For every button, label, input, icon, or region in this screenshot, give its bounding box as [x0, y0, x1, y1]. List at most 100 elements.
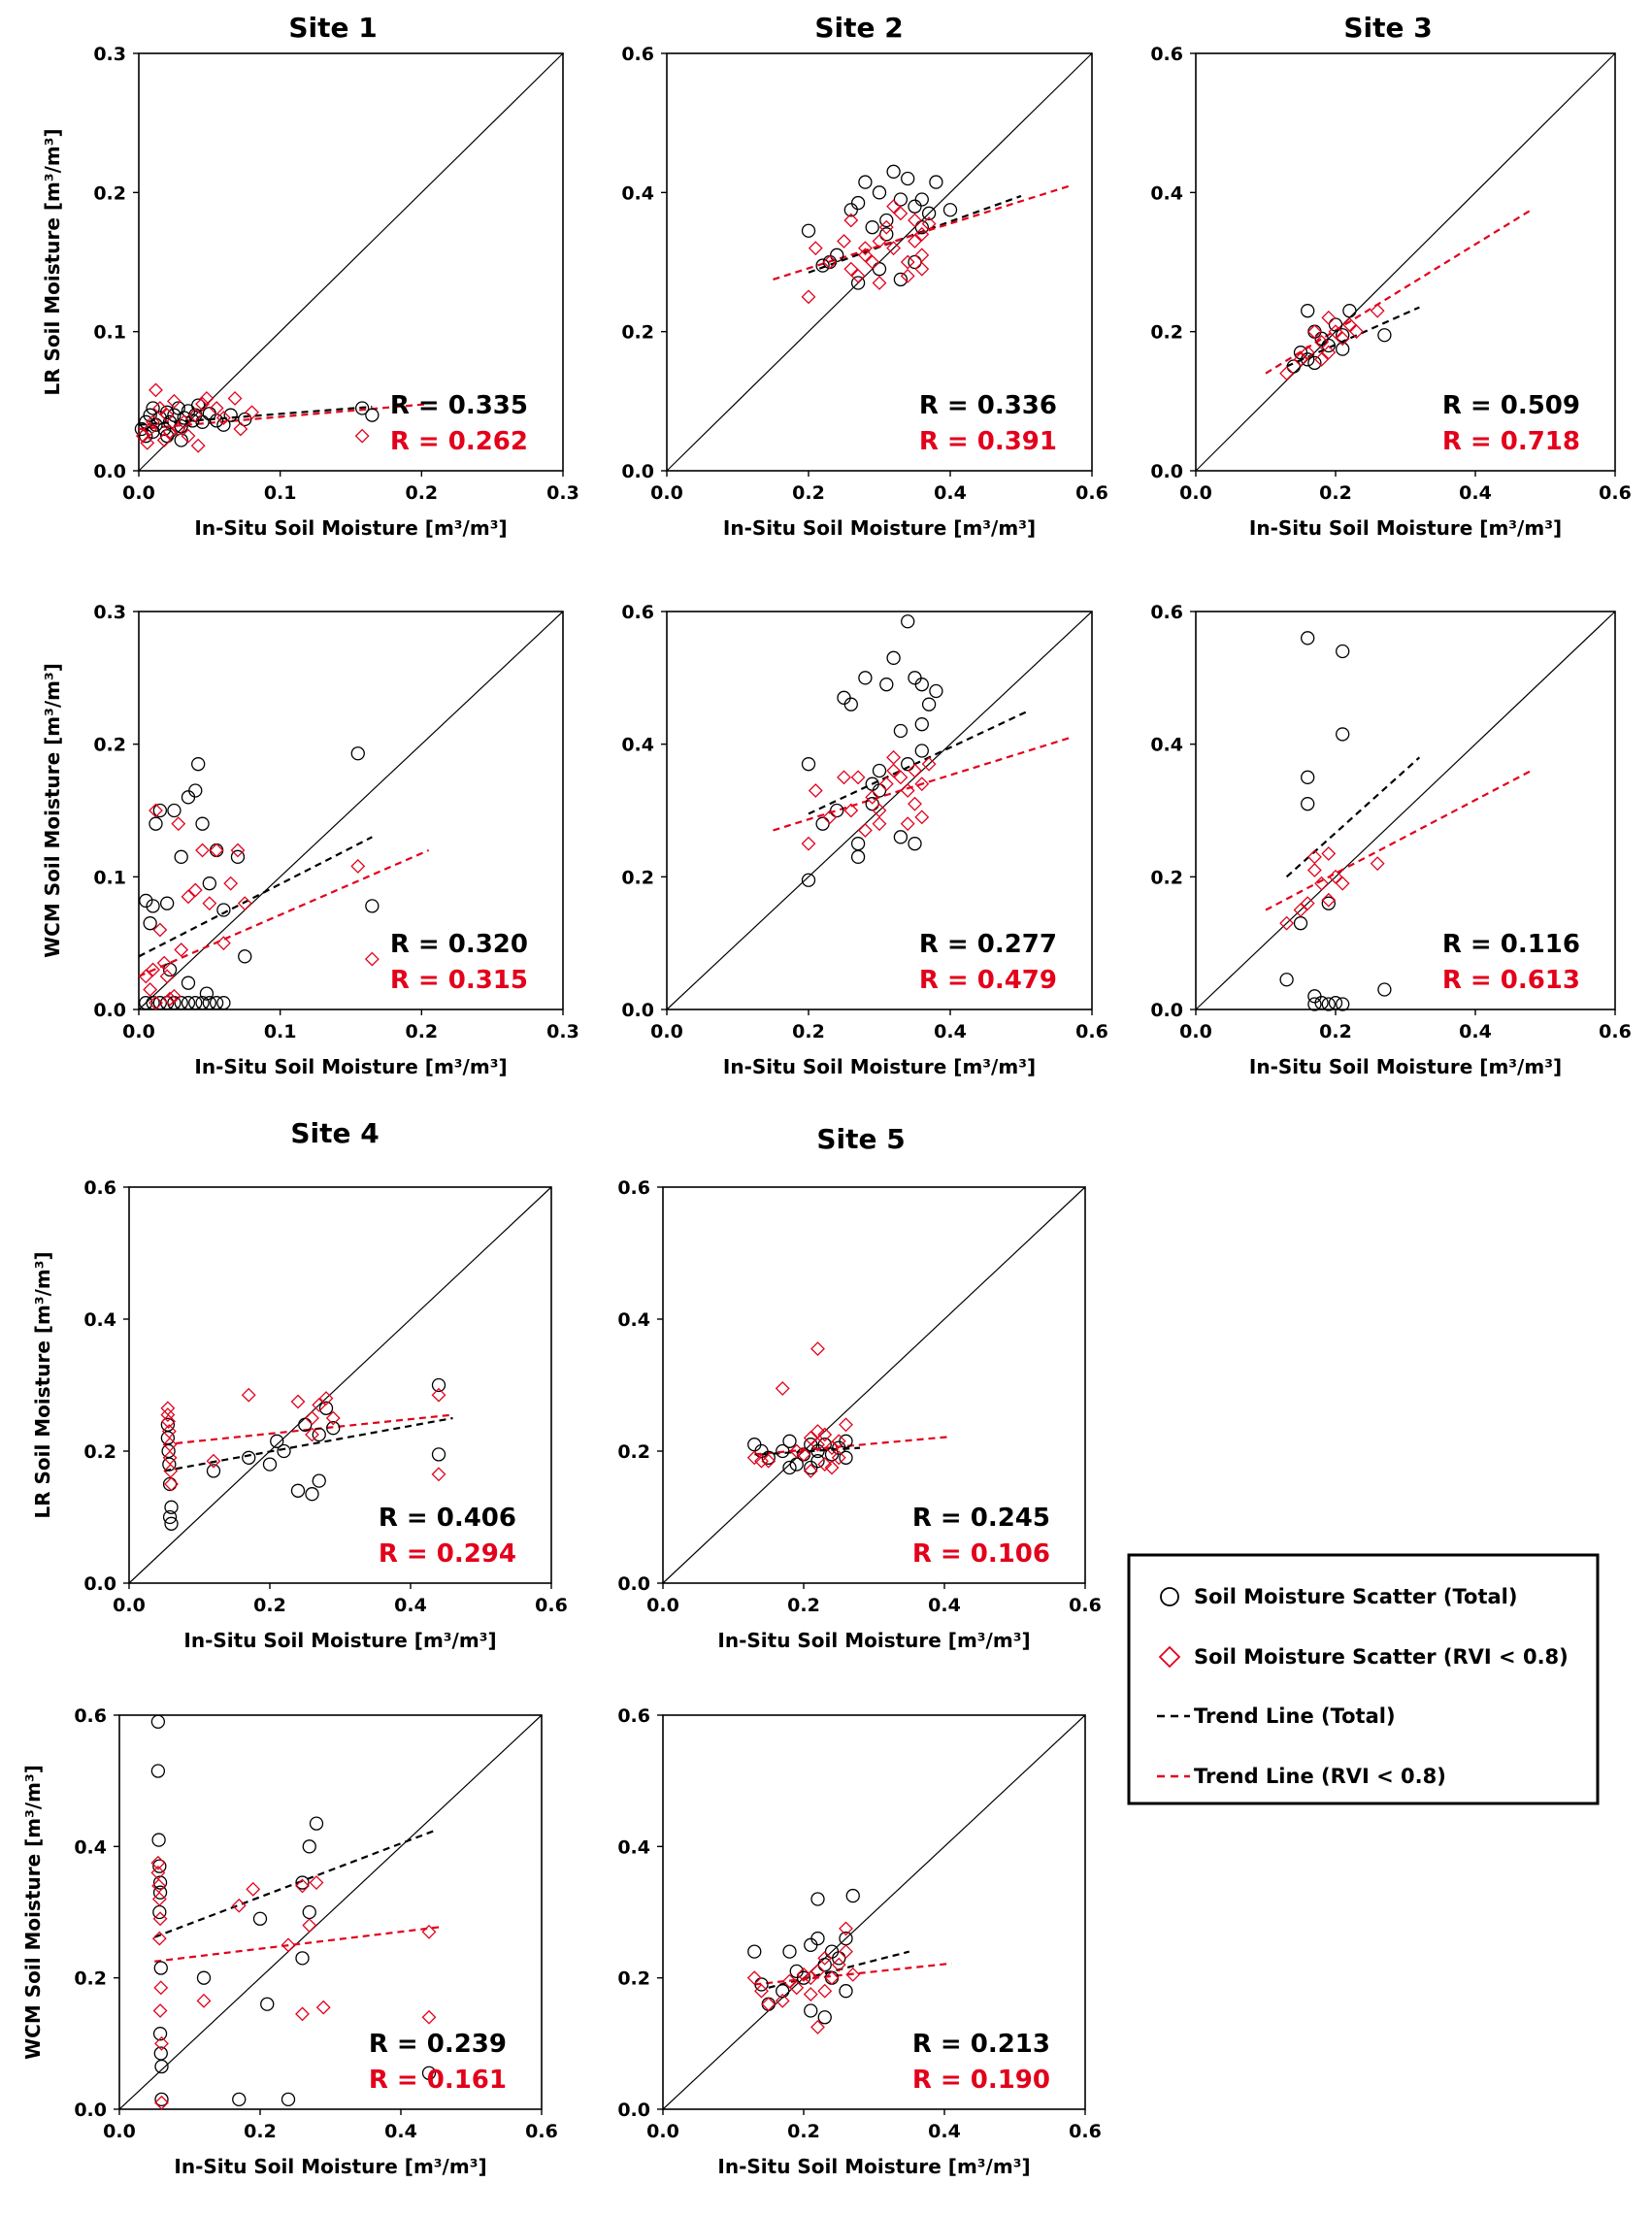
point-total	[162, 1476, 178, 1492]
x-tick-label: 0.4	[928, 1595, 961, 1616]
point-total	[202, 407, 216, 421]
point-rvi	[312, 1397, 327, 1412]
point-total	[843, 697, 858, 711]
site-title-3: Site 3	[1343, 12, 1432, 44]
point-rvi	[796, 1446, 811, 1462]
point-rvi	[246, 1881, 261, 1897]
r-value-total: R = 0.245	[912, 1504, 1050, 1533]
point-total	[216, 903, 231, 917]
x-axis-label: In-Situ Soil Moisture [m³/m³]	[717, 2155, 1030, 2178]
point-total	[1336, 997, 1350, 1011]
x-axis-label: In-Situ Soil Moisture [m³/m³]	[723, 516, 1036, 540]
point-rvi	[1293, 351, 1308, 367]
point-total	[174, 996, 188, 1010]
point-total	[355, 401, 370, 415]
trend-line-total	[768, 1950, 910, 1989]
point-rvi	[810, 1341, 825, 1357]
point-rvi	[231, 1898, 247, 1913]
y-tick-label: 0.0	[74, 2100, 107, 2121]
panel-site1-lr: 0.0 0.1 0.2 0.3 0.0 0.1 0.2 0.3 In-Situ Soil Moi…	[41, 44, 579, 540]
point-rvi	[908, 213, 922, 228]
circle-marker-icon	[1160, 1587, 1179, 1606]
trend-line-rvi	[154, 1925, 444, 1963]
y-tick-label: 0.0	[1150, 461, 1183, 482]
point-rvi	[190, 438, 206, 453]
point-rvi	[801, 289, 816, 305]
point-total	[824, 1944, 840, 1959]
point-rvi	[177, 414, 192, 430]
point-total	[801, 223, 816, 238]
point-total	[309, 1816, 324, 1831]
x-tick-label: 0.2	[405, 482, 438, 504]
point-rvi	[775, 1380, 790, 1396]
point-rvi	[149, 803, 163, 818]
point-rvi	[162, 1450, 178, 1466]
point-rvi	[161, 1413, 177, 1429]
y-tick-label: 0.6	[1150, 44, 1183, 65]
point-total	[776, 1984, 790, 1999]
y-tick-label: 0.2	[93, 735, 126, 756]
plot-frame	[662, 1186, 1086, 1584]
legend: Soil Moisture Scatter (Total) Soil Moist…	[1127, 1553, 1600, 1805]
point-rvi	[154, 2035, 169, 2051]
x-tick-label: 0.4	[928, 2121, 961, 2142]
point-total	[817, 2010, 832, 2025]
point-rvi	[801, 836, 816, 851]
point-rvi	[315, 2000, 331, 2015]
point-total	[196, 1970, 212, 1985]
trend-line-rvi	[754, 1962, 952, 1986]
trend-line-rvi	[754, 1435, 952, 1456]
y-tick-label: 0.0	[1150, 1000, 1183, 1021]
x-axis-label: In-Situ Soil Moisture [m³/m³]	[723, 1055, 1036, 1078]
point-rvi	[908, 763, 922, 778]
point-rvi	[281, 1937, 296, 1953]
point-total	[188, 996, 203, 1010]
y-tick-label: 0.0	[617, 1573, 650, 1595]
point-total	[262, 1457, 278, 1472]
point-rvi	[789, 1443, 805, 1459]
point-rvi	[782, 1973, 797, 1989]
point-total	[181, 790, 196, 805]
point-rvi	[914, 777, 930, 792]
point-total	[1301, 352, 1315, 367]
point-rvi	[195, 396, 210, 412]
point-total	[216, 417, 231, 432]
point-rvi	[886, 763, 902, 778]
point-rvi	[237, 896, 252, 911]
point-rvi	[196, 1993, 212, 2008]
x-axis-label: In-Situ Soil Moisture [m³/m³]	[183, 1629, 496, 1652]
point-rvi	[187, 408, 203, 423]
point-total	[232, 2092, 247, 2107]
trend-line-rvi	[1265, 209, 1533, 375]
x-tick-label: 0.0	[650, 482, 683, 504]
point-total	[150, 1764, 166, 1778]
point-rvi	[796, 1967, 811, 1982]
point-rvi	[151, 1878, 167, 1894]
point-total	[901, 171, 915, 186]
x-tick-label: 0.3	[546, 1021, 579, 1042]
point-total	[209, 996, 224, 1010]
y-tick-label: 0.2	[617, 1441, 650, 1463]
point-total	[146, 401, 160, 415]
point-total	[850, 276, 866, 290]
point-total	[1293, 916, 1308, 931]
point-total	[801, 757, 816, 772]
point-rvi	[824, 1440, 840, 1456]
point-rvi	[209, 843, 224, 858]
point-rvi	[302, 1918, 317, 1933]
point-rvi	[160, 1407, 176, 1423]
point-total	[365, 408, 380, 422]
point-total	[159, 896, 175, 910]
point-total	[914, 744, 929, 758]
x-axis-label: In-Situ Soil Moisture [m³/m³]	[194, 516, 507, 540]
point-rvi	[1321, 310, 1337, 325]
point-total	[149, 816, 163, 831]
point-total	[815, 816, 830, 831]
r-value-rvi: R = 0.161	[369, 2066, 507, 2095]
y-tick-label: 0.6	[617, 1177, 650, 1199]
point-rvi	[808, 241, 823, 256]
x-tick-label: 0.2	[405, 1021, 438, 1042]
point-rvi	[364, 951, 380, 967]
x-tick-label: 0.0	[103, 2121, 136, 2142]
x-tick-label: 0.2	[244, 2121, 277, 2142]
